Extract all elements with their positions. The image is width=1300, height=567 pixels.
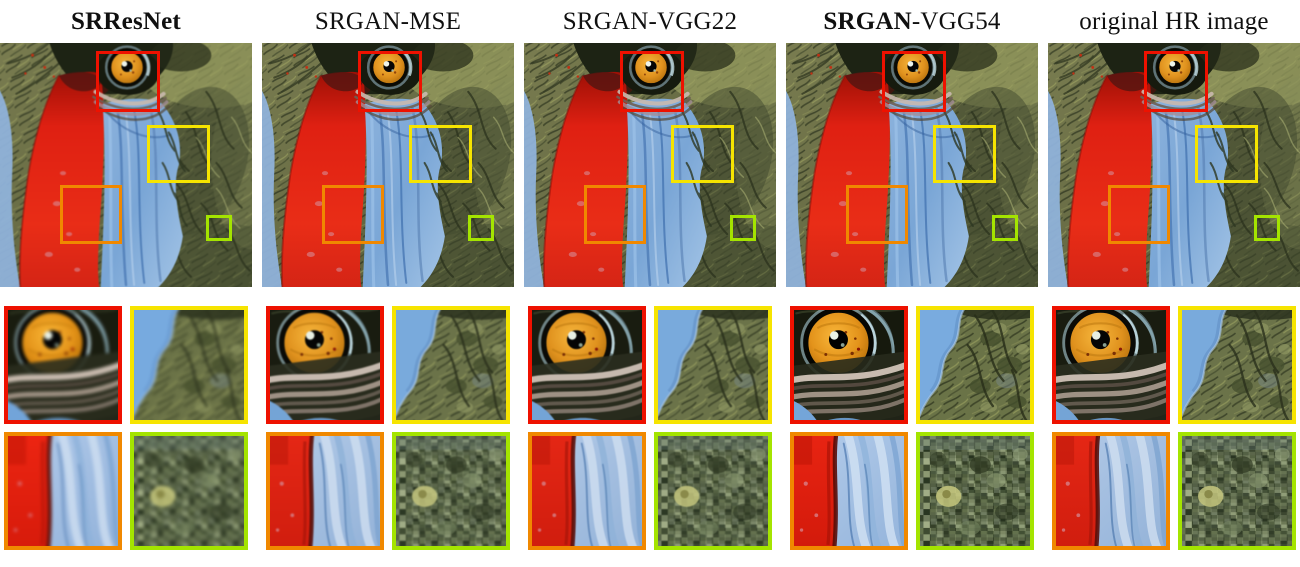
yellow-region-box bbox=[147, 125, 210, 183]
baboon-image bbox=[786, 43, 1038, 287]
orange-region-box bbox=[1108, 185, 1170, 244]
method-label-bold: SRGAN bbox=[823, 7, 912, 35]
muzzle-fur-crop bbox=[654, 306, 772, 424]
green-region-box bbox=[468, 215, 494, 241]
yellow-region-box bbox=[409, 125, 472, 183]
orange-region-box bbox=[584, 185, 646, 244]
eye-crop-art bbox=[529, 307, 645, 423]
muzzle-fur-crop-art bbox=[396, 310, 506, 420]
crop-grid bbox=[4, 306, 248, 550]
green-region-box bbox=[206, 215, 232, 241]
crop-grid bbox=[528, 306, 772, 550]
yellow-region-box bbox=[933, 125, 996, 183]
method-label-regular: -VGG54 bbox=[911, 7, 1001, 35]
green-region-box bbox=[1254, 215, 1280, 241]
yellow-region-box bbox=[1195, 125, 1258, 183]
eye-crop-art bbox=[1053, 307, 1169, 423]
nose-muzzle-crop bbox=[1052, 432, 1170, 550]
fur-texture-crop-art bbox=[658, 436, 768, 546]
baboon-image bbox=[0, 43, 252, 287]
red-region-box bbox=[96, 51, 160, 112]
red-region-box bbox=[882, 51, 946, 112]
method-label: SRResNet bbox=[0, 0, 252, 43]
eye-crop bbox=[1052, 306, 1170, 424]
nose-muzzle-crop bbox=[266, 432, 384, 550]
crop-grid bbox=[266, 306, 510, 550]
green-region-box bbox=[730, 215, 756, 241]
orange-region-box bbox=[60, 185, 122, 244]
fur-texture-crop-art bbox=[396, 436, 506, 546]
eye-crop bbox=[4, 306, 122, 424]
panel-srgan-vgg54: SRGAN -VGG54 bbox=[786, 0, 1038, 550]
panel-original-hr: original HR image bbox=[1048, 0, 1300, 550]
nose-muzzle-crop-art bbox=[529, 433, 645, 549]
green-region-box bbox=[992, 215, 1018, 241]
muzzle-fur-crop-art bbox=[134, 310, 244, 420]
muzzle-fur-crop bbox=[916, 306, 1034, 424]
muzzle-fur-crop bbox=[130, 306, 248, 424]
fur-texture-crop-art bbox=[920, 436, 1030, 546]
fur-texture-crop-art bbox=[134, 436, 244, 546]
muzzle-fur-crop-art bbox=[658, 310, 768, 420]
nose-muzzle-crop-art bbox=[1053, 433, 1169, 549]
method-label: SRGAN-MSE bbox=[262, 0, 514, 43]
orange-region-box bbox=[846, 185, 908, 244]
method-label: SRGAN-VGG22 bbox=[524, 0, 776, 43]
eye-crop-art bbox=[267, 307, 383, 423]
nose-muzzle-crop bbox=[528, 432, 646, 550]
red-region-box bbox=[620, 51, 684, 112]
method-label-bold: SRResNet bbox=[71, 7, 181, 35]
nose-muzzle-crop-art bbox=[267, 433, 383, 549]
fur-texture-crop bbox=[392, 432, 510, 550]
red-region-box bbox=[1144, 51, 1208, 112]
fur-texture-crop bbox=[654, 432, 772, 550]
comparison-figure: SRResNet SRGAN-MSE bbox=[0, 0, 1300, 550]
crop-grid bbox=[1052, 306, 1296, 550]
muzzle-fur-crop bbox=[392, 306, 510, 424]
method-label: original HR image bbox=[1048, 0, 1300, 43]
method-label-regular: SRGAN-MSE bbox=[314, 7, 462, 35]
baboon-image bbox=[524, 43, 776, 287]
fur-texture-crop bbox=[130, 432, 248, 550]
yellow-region-box bbox=[671, 125, 734, 183]
eye-crop-art bbox=[5, 307, 121, 423]
panel-srgan-vgg22: SRGAN-VGG22 bbox=[524, 0, 776, 550]
panel-srresnet: SRResNet bbox=[0, 0, 252, 550]
nose-muzzle-crop bbox=[4, 432, 122, 550]
eye-crop bbox=[266, 306, 384, 424]
muzzle-fur-crop bbox=[1178, 306, 1296, 424]
eye-crop-art bbox=[791, 307, 907, 423]
method-label-regular: SRGAN-VGG22 bbox=[562, 7, 738, 35]
fur-texture-crop-art bbox=[1182, 436, 1292, 546]
panel-srgan-mse: SRGAN-MSE bbox=[262, 0, 514, 550]
baboon-image bbox=[262, 43, 514, 287]
nose-muzzle-crop bbox=[790, 432, 908, 550]
orange-region-box bbox=[322, 185, 384, 244]
fur-texture-crop bbox=[916, 432, 1034, 550]
method-label-regular: original HR image bbox=[1079, 7, 1269, 35]
muzzle-fur-crop-art bbox=[1182, 310, 1292, 420]
eye-crop bbox=[790, 306, 908, 424]
baboon-image bbox=[1048, 43, 1300, 287]
method-label: SRGAN -VGG54 bbox=[786, 0, 1038, 43]
eye-crop bbox=[528, 306, 646, 424]
crop-grid bbox=[790, 306, 1034, 550]
red-region-box bbox=[358, 51, 422, 112]
nose-muzzle-crop-art bbox=[5, 433, 121, 549]
muzzle-fur-crop-art bbox=[920, 310, 1030, 420]
nose-muzzle-crop-art bbox=[791, 433, 907, 549]
fur-texture-crop bbox=[1178, 432, 1296, 550]
